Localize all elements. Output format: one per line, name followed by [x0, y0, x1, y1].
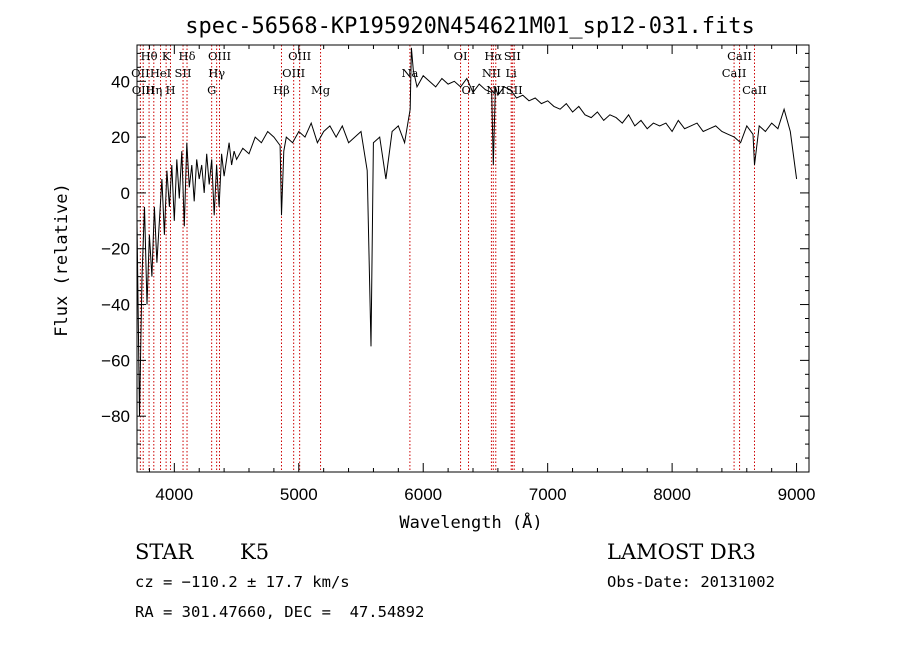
plot-frame: [136, 44, 810, 473]
object-class: STAR: [135, 540, 194, 564]
line-label-23: SII: [504, 49, 521, 63]
line-label-7: SII: [175, 66, 192, 80]
y-axis: −80 −60 −40 −20 0 20 40: [101, 52, 809, 459]
flux-series-line: [136, 47, 798, 417]
observation-date: Obs-Date: 20131002: [607, 573, 775, 591]
object-subclass: K5: [240, 540, 270, 564]
line-label-8: Hδ: [179, 49, 196, 63]
line-label-12: Hβ: [273, 83, 290, 97]
x-tick-label-3: 7000: [529, 485, 567, 504]
line-label-26: CaII: [727, 49, 752, 63]
line-label-24: SII: [506, 83, 523, 97]
line-label-20: Hα: [484, 49, 502, 63]
y-tick-label-2: −40: [101, 296, 130, 315]
line-label-4: HeI: [150, 66, 171, 80]
line-label-3: Hη: [145, 83, 162, 97]
line-label-17: OI: [454, 49, 468, 63]
line-label-10: Hγ: [208, 66, 225, 80]
line-label-18: OI: [462, 83, 476, 97]
line-label-16: Na: [401, 66, 418, 80]
y-tick-label-4: 0: [121, 184, 130, 203]
chart-title: spec-56568-KP195920N454621M01_sp12-031.f…: [185, 14, 755, 39]
y-tick-label-6: 40: [111, 72, 130, 91]
spectral-line-labels: HθOIIOIIIHηHeIKHSIIHδGHγOIIIHβOIIIOIIIMg…: [131, 49, 767, 97]
line-label-1: OII: [131, 66, 150, 80]
survey-name: LAMOST DR3: [607, 540, 756, 564]
line-label-25: CaII: [722, 66, 747, 80]
y-axis-label: Flux (relative): [52, 183, 72, 337]
spectral-line-markers: [139, 45, 755, 472]
line-label-15: Mg: [311, 83, 331, 97]
y-tick-label-1: −60: [101, 351, 130, 370]
y-tick-label-0: −80: [101, 407, 130, 426]
x-axis: 4000 5000 6000 7000 8000 9000: [148, 45, 816, 504]
x-tick-label-4: 8000: [653, 485, 691, 504]
line-label-27: CaII: [742, 83, 767, 97]
y-tick-label-5: 20: [111, 128, 130, 147]
x-tick-label-5: 9000: [778, 485, 816, 504]
line-label-14: OIII: [288, 49, 311, 63]
ra-dec-coordinates: RA = 301.47660, DEC = 47.54892: [135, 603, 425, 621]
x-tick-label-2: 6000: [404, 485, 442, 504]
x-axis-label: Wavelength (Å): [399, 511, 542, 533]
line-label-6: H: [165, 83, 175, 97]
line-label-0: Hθ: [141, 49, 158, 63]
redshift-cz: cz = −110.2 ± 17.7 km/s: [135, 573, 350, 591]
line-label-13: OIII: [282, 66, 305, 80]
line-label-9: G: [207, 83, 216, 97]
x-tick-label-1: 5000: [280, 485, 318, 504]
line-label-5: K: [162, 49, 171, 63]
line-label-19: NII: [482, 66, 501, 80]
y-tick-label-3: −20: [101, 240, 130, 259]
x-tick-label-0: 4000: [155, 485, 193, 504]
line-label-22: Li: [506, 66, 518, 80]
line-label-11: OIII: [208, 49, 231, 63]
